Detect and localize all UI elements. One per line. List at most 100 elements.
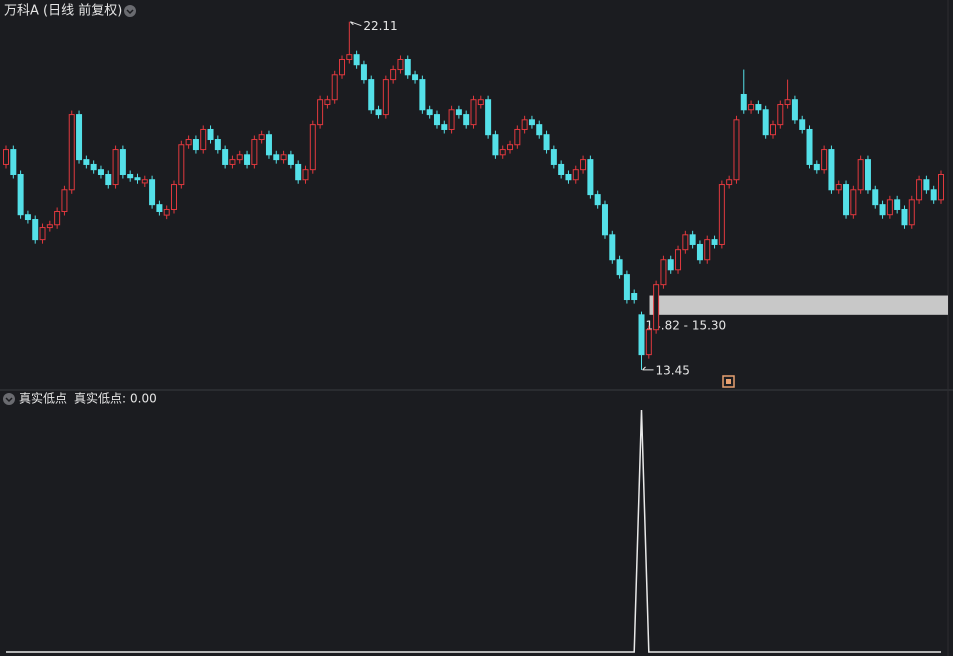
- candle-body: [521, 119, 528, 130]
- candle-body: [748, 104, 755, 111]
- high-label: 22.11: [363, 19, 397, 33]
- candle-body: [317, 99, 324, 126]
- candle-body: [156, 204, 163, 212]
- candle-body: [280, 154, 287, 161]
- candle-body: [17, 173, 24, 216]
- candle-body: [287, 154, 294, 165]
- candle-body: [558, 163, 565, 175]
- candle-body: [704, 239, 711, 261]
- candle-body: [762, 109, 769, 136]
- candle-body: [76, 114, 83, 161]
- candle-body: [572, 169, 579, 181]
- indicator-menu-chevron: [5, 397, 13, 403]
- candle-body: [54, 210, 61, 226]
- candle-body: [507, 144, 514, 151]
- candle-body: [923, 179, 930, 191]
- candle-body: [667, 259, 674, 271]
- candle-body: [178, 144, 185, 186]
- candle-body: [390, 69, 397, 81]
- candle-body: [214, 139, 221, 151]
- candle-body: [83, 159, 90, 165]
- candle-body: [864, 159, 871, 191]
- candle-body: [163, 208, 170, 216]
- candle-body: [594, 194, 601, 206]
- marker-icon-inner: [726, 379, 731, 384]
- candle-body: [200, 128, 207, 151]
- candle-body: [821, 149, 828, 171]
- candle-body: [229, 159, 236, 165]
- candle-body: [433, 114, 440, 126]
- candle-body: [141, 179, 148, 184]
- chart-title: 万科A (日线 前复权): [4, 3, 122, 19]
- candle-body: [769, 124, 776, 136]
- candle-body: [536, 124, 543, 136]
- candle-body: [412, 74, 419, 81]
- candle-body: [857, 159, 864, 191]
- candle-body: [843, 184, 850, 216]
- candle-body: [675, 249, 682, 271]
- candle-body: [718, 184, 725, 245]
- candle-body: [32, 219, 39, 241]
- candle-body: [492, 134, 499, 156]
- candle-body: [353, 54, 360, 66]
- candle-body: [222, 149, 229, 165]
- candle-body: [477, 99, 484, 106]
- candle-body: [580, 159, 587, 171]
- menu-icon[interactable]: [124, 5, 136, 17]
- low-label: 13.45: [656, 363, 690, 377]
- candle-body: [346, 54, 353, 61]
- candle-body: [777, 104, 784, 126]
- candle-body: [938, 173, 944, 201]
- candle-body: [886, 199, 893, 216]
- candle-body: [470, 99, 477, 126]
- candle-body: [806, 128, 813, 165]
- candle-body: [404, 59, 411, 76]
- candle-body: [528, 119, 535, 126]
- candle-body: [755, 104, 762, 111]
- candle-body: [426, 109, 433, 116]
- high-arrow: [349, 21, 362, 27]
- candle-body: [273, 154, 280, 161]
- candle-body: [565, 173, 572, 181]
- candle-body: [835, 184, 842, 191]
- candle-body: [682, 234, 689, 251]
- candle-body: [784, 99, 791, 106]
- candle-body: [733, 119, 740, 181]
- low-arrow: [642, 366, 654, 371]
- candle-body: [236, 154, 243, 161]
- candle-body: [360, 64, 367, 81]
- candle-body: [689, 234, 696, 245]
- marker-icon[interactable]: [722, 375, 735, 388]
- candle-body: [894, 199, 901, 210]
- candle-body: [601, 204, 608, 236]
- candle-body: [382, 79, 389, 116]
- candle-body: [10, 149, 17, 175]
- candle-body: [616, 259, 623, 276]
- candle-body: [331, 74, 338, 101]
- candle-body: [901, 208, 908, 226]
- candle-body: [631, 293, 638, 301]
- candle-body: [653, 284, 660, 331]
- candle-body: [485, 99, 492, 136]
- candle-body: [696, 243, 703, 261]
- candle-body: [463, 114, 470, 126]
- candle-body: [207, 128, 214, 141]
- candle-body: [61, 189, 68, 212]
- candle-body: [543, 134, 550, 151]
- candle-body: [97, 169, 104, 175]
- candle-body: [24, 214, 31, 221]
- candle-body: [251, 139, 258, 165]
- candle-body: [740, 93, 747, 111]
- candle-body: [419, 79, 426, 111]
- indicator-menu-icon[interactable]: [3, 393, 15, 405]
- candle-body: [441, 124, 448, 130]
- candle-body: [192, 139, 199, 151]
- candle-body: [916, 179, 923, 201]
- candle-body: [455, 109, 462, 116]
- candle-body: [309, 124, 316, 171]
- candle-body: [185, 139, 192, 146]
- candle-body: [39, 227, 46, 241]
